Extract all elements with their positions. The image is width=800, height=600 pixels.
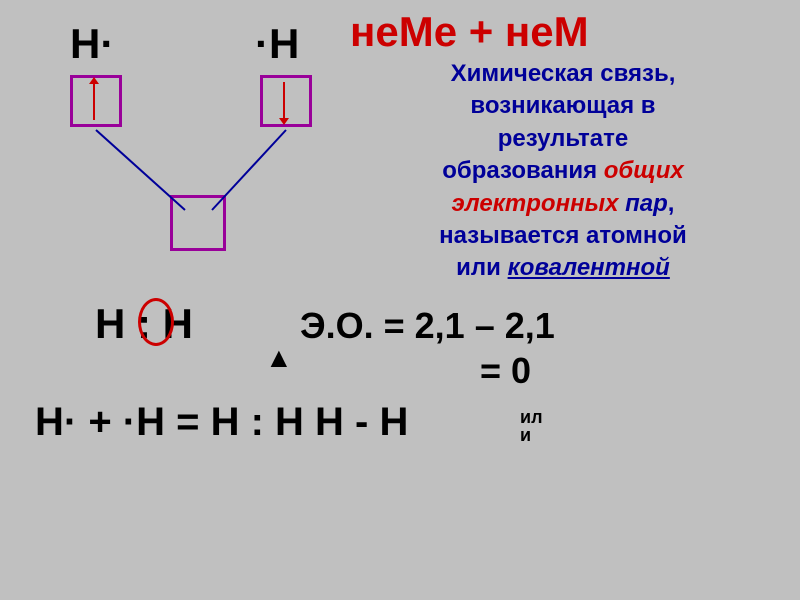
or-label: ил и (520, 408, 550, 444)
spin-up-arrow (93, 82, 95, 120)
shared-pair-circle (138, 298, 174, 346)
spin-down-arrow (283, 82, 285, 120)
atom-left-label: Н· (70, 20, 114, 68)
definition-text: Химическая связь, возникающая в результа… (348, 58, 778, 285)
electron-box-bottom (170, 195, 226, 251)
atom-right-label: ·Н (255, 20, 299, 68)
bond-equation: Н· + ·Н = Н : Н Н - Н (35, 400, 408, 445)
pointer-arrow-icon: ▲ (265, 342, 293, 374)
electronegativity-result: = 0 (480, 350, 531, 392)
electronegativity-formula: Э.О. = 2,1 – 2,1 (300, 305, 555, 347)
title-formula: неМе + неМ (350, 8, 589, 56)
connector-lines (0, 0, 400, 300)
